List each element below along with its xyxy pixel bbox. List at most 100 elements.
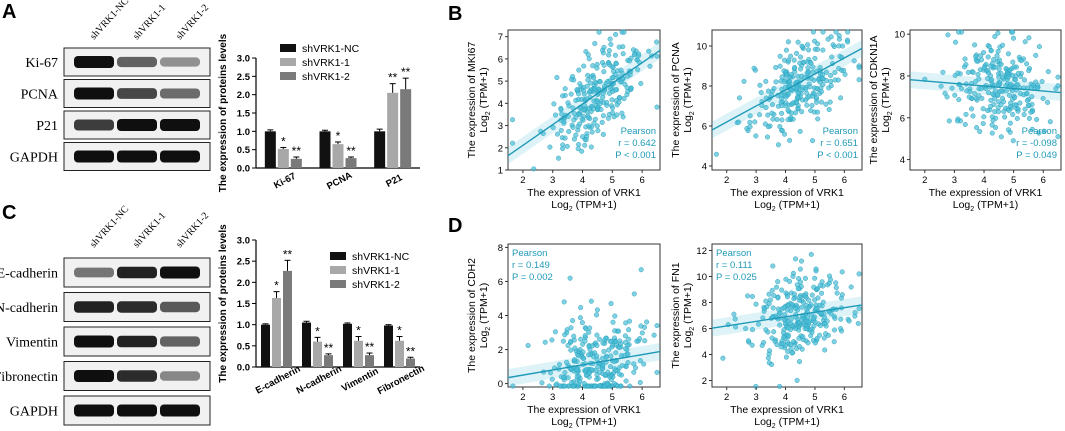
scatter-point xyxy=(797,128,803,134)
scatter-point xyxy=(1026,68,1032,74)
x-tick-label: 4 xyxy=(783,175,788,186)
scatter-point xyxy=(956,29,962,35)
scatter-point xyxy=(1012,94,1018,100)
legend-label: shVRK1-2 xyxy=(352,279,400,291)
scatter-point xyxy=(795,39,801,45)
bar xyxy=(290,158,302,168)
scatter-point xyxy=(774,284,780,290)
scatter-point xyxy=(1013,76,1019,82)
scatter-point xyxy=(855,321,861,327)
scatter-point xyxy=(803,86,809,92)
y-tick-label: 8 xyxy=(900,71,905,82)
scatter-point xyxy=(992,34,998,40)
scatter-point xyxy=(557,362,563,368)
scatter-point xyxy=(586,56,592,62)
scatter-point xyxy=(802,275,808,281)
stats-text: r = 0.111 xyxy=(716,260,752,271)
x-tick-label: 3 xyxy=(753,175,758,186)
scatter-point xyxy=(577,347,583,353)
scatter-point xyxy=(597,336,603,342)
scatter-point xyxy=(579,148,585,154)
scatter-point xyxy=(785,294,791,300)
scatter-point xyxy=(762,121,768,127)
y-tick-label: 4 xyxy=(702,350,707,361)
scatter-point xyxy=(988,48,994,54)
scatter-point xyxy=(600,340,606,346)
scatter-point xyxy=(567,275,573,281)
scatter-point xyxy=(1008,81,1014,87)
scatter-point xyxy=(949,85,955,91)
scatter-point xyxy=(623,320,629,326)
bar xyxy=(345,158,357,168)
scatter-point xyxy=(607,36,613,42)
scatter-point xyxy=(839,269,845,275)
stats-text: P = 0.049 xyxy=(1016,150,1057,161)
panel-letter-d: D xyxy=(448,215,462,237)
scatter-point xyxy=(631,291,637,297)
legend-label: shVRK1-2 xyxy=(302,71,350,83)
x-axis-label: The expression of VRK1 xyxy=(730,404,844,416)
scatter-point xyxy=(570,124,576,130)
scatter-point xyxy=(856,271,862,277)
scatter-point xyxy=(769,362,775,368)
scatter-point xyxy=(970,69,976,75)
y-tick-label: 2.0 xyxy=(237,278,250,289)
legend-swatch xyxy=(280,72,296,80)
scatter-point xyxy=(813,305,819,311)
scatter-point xyxy=(812,55,818,61)
legend-swatch xyxy=(280,44,296,52)
scatter-point xyxy=(612,87,618,93)
scatter-point xyxy=(848,284,854,290)
scatter-point xyxy=(593,367,599,373)
scatter-point xyxy=(720,355,726,361)
scatter-point xyxy=(594,376,600,382)
scatter-point xyxy=(607,85,613,91)
regression-line xyxy=(909,79,1062,94)
scatter-point xyxy=(565,375,571,381)
scatter-point xyxy=(777,383,783,389)
scatter-point xyxy=(751,65,757,71)
scatter-point xyxy=(794,85,800,91)
scatter-point xyxy=(972,91,978,97)
stats-text: Pearson xyxy=(823,126,858,137)
y-tick-label: 2.5 xyxy=(237,257,251,268)
blot-row-label: Fibronectin xyxy=(0,370,58,385)
scatter-point xyxy=(989,122,995,128)
blot-band xyxy=(160,88,200,99)
scatter-point xyxy=(815,286,821,292)
scatter-point xyxy=(607,62,613,68)
scatter-point xyxy=(856,65,862,71)
scatter-point xyxy=(1015,70,1021,76)
y-tick-label: 6 xyxy=(702,122,707,133)
x-axis-label: The expression of VRK1 xyxy=(527,187,641,199)
blot-band xyxy=(74,267,114,278)
scatter-point xyxy=(785,325,791,331)
scatter-point xyxy=(651,332,657,338)
scatter-point xyxy=(775,142,781,148)
scatter-point xyxy=(1024,97,1030,103)
scatter-point xyxy=(574,366,580,372)
scatter-point xyxy=(807,84,813,90)
scatter-point xyxy=(613,350,619,356)
scatter-point xyxy=(637,336,643,342)
regression-line xyxy=(507,350,661,379)
scatter-point xyxy=(1025,102,1031,108)
x-tick-label: 6 xyxy=(842,392,847,403)
scatter-point xyxy=(588,298,594,304)
bar xyxy=(384,325,393,367)
x-tick-label: 2 xyxy=(724,175,729,186)
significance-label: * xyxy=(356,324,361,338)
bar xyxy=(400,89,412,168)
x-tick-label: 2 xyxy=(520,175,525,186)
bar-chart-c: 0.0 0.5 1.0 1.5 2.0 2.5 3.0 The expression of p… xyxy=(218,224,427,397)
scatter-point xyxy=(580,355,586,361)
scatter-point xyxy=(792,326,798,332)
legend-label: shVRK1-1 xyxy=(352,265,400,277)
significance-label: * xyxy=(281,134,286,148)
scatter-point xyxy=(560,338,566,344)
scatter-point xyxy=(609,338,615,344)
scatter-point xyxy=(955,118,961,124)
scatter-point xyxy=(829,54,835,60)
scatter-point xyxy=(995,48,1001,54)
x-tick-label: 6 xyxy=(639,175,644,186)
